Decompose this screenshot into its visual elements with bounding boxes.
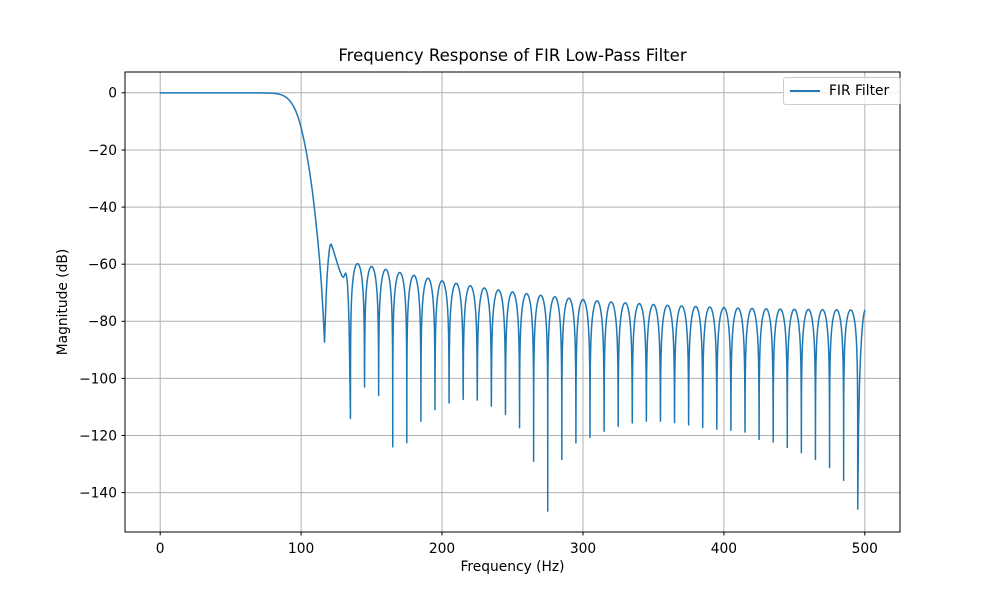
y-tick-label: −120 bbox=[79, 428, 117, 444]
y-axis-label: Magnitude (dB) bbox=[55, 248, 71, 356]
legend-line-sample bbox=[790, 90, 820, 92]
y-tick-label: −40 bbox=[88, 200, 117, 216]
x-tick-label: 0 bbox=[156, 541, 165, 557]
x-tick-label: 200 bbox=[429, 541, 455, 557]
y-tick-label: −100 bbox=[79, 371, 117, 387]
legend: FIR Filter bbox=[783, 77, 901, 105]
x-tick-label: 300 bbox=[570, 541, 596, 557]
x-axis-label: Frequency (Hz) bbox=[460, 559, 565, 575]
x-tick-label: 100 bbox=[288, 541, 314, 557]
y-tick-label: −80 bbox=[88, 314, 117, 330]
y-tick-label: 0 bbox=[108, 86, 117, 102]
tick-labels: 0 100 200 300 400 500 0 −20 −40 −60 −80 −100 −120 −14… bbox=[79, 86, 878, 557]
y-tick-label: −20 bbox=[88, 143, 117, 159]
x-tick-label: 500 bbox=[852, 541, 878, 557]
gridlines bbox=[125, 72, 900, 532]
x-tick-label: 400 bbox=[711, 541, 737, 557]
y-tick-label: −140 bbox=[79, 486, 117, 502]
fir-filter-line bbox=[159, 92, 866, 512]
tick-marks bbox=[121, 92, 866, 536]
axes-spines bbox=[124, 71, 901, 533]
chart-title: Frequency Response of FIR Low-Pass Filte… bbox=[338, 46, 687, 65]
legend-label: FIR Filter bbox=[829, 83, 890, 99]
y-tick-label: −60 bbox=[88, 257, 117, 273]
